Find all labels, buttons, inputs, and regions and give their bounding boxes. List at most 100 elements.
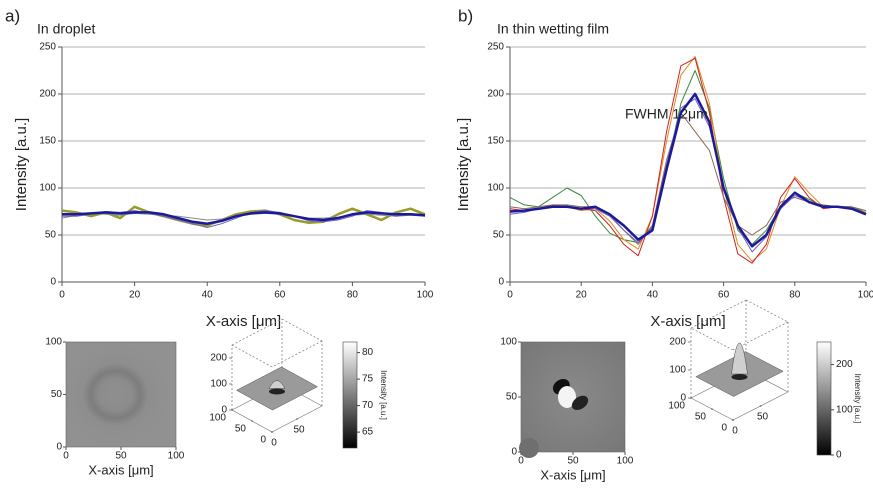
x-axis-label: X-axis [μm] bbox=[88, 462, 153, 477]
y-tick-label: 0 bbox=[732, 426, 738, 437]
x-tick-label: 40 bbox=[202, 290, 214, 301]
y-axis-label: Intensity [a.u.] bbox=[13, 118, 30, 211]
y-tick-label: 100 bbox=[500, 337, 517, 348]
colorbar bbox=[816, 341, 832, 456]
colorbar-tick-label: 100 bbox=[836, 404, 853, 415]
y-tick-label: 0 bbox=[511, 447, 517, 458]
colorbar-tick-label: 80 bbox=[362, 347, 374, 358]
surface-feature bbox=[268, 380, 286, 389]
colorbar-tick-label: 200 bbox=[836, 359, 853, 370]
x-tick-label: 50 bbox=[567, 456, 579, 467]
data-line bbox=[509, 92, 867, 248]
colorbar-tick-label: 75 bbox=[362, 374, 374, 385]
x-tick-label: 40 bbox=[647, 290, 659, 301]
x-tick-label: 0 bbox=[518, 456, 524, 467]
panel-label: b) bbox=[458, 6, 473, 25]
chart-title: In thin wetting film bbox=[497, 21, 609, 37]
data-line bbox=[62, 211, 426, 225]
data-line bbox=[61, 205, 426, 227]
y-tick-label: 0 bbox=[50, 277, 56, 288]
box-edge bbox=[271, 340, 323, 368]
x-tick-label: 60 bbox=[718, 290, 730, 301]
x-tick-label: 100 bbox=[617, 456, 634, 467]
colorbar-tick-label: 70 bbox=[362, 400, 374, 411]
x-tick bbox=[231, 409, 233, 411]
box-edge bbox=[231, 318, 283, 346]
y-tick-label: 200 bbox=[39, 89, 56, 100]
y-tick-label: 250 bbox=[39, 42, 56, 53]
x-tick-label: 0 bbox=[260, 435, 266, 446]
x-tick-label: 100 bbox=[168, 451, 185, 462]
box-edge bbox=[281, 318, 323, 342]
y-tick-label: 250 bbox=[487, 42, 504, 53]
y-tick-label: 100 bbox=[45, 337, 62, 348]
colorbar-tick-label: 65 bbox=[362, 427, 374, 438]
x-tick-label: 100 bbox=[668, 401, 685, 412]
x-tick-label: 0 bbox=[59, 290, 65, 301]
y-tick-label: 0 bbox=[498, 277, 504, 288]
data-line bbox=[509, 57, 867, 264]
x-axis-label: X-axis [μm] bbox=[540, 467, 605, 482]
y-tick-label: 50 bbox=[51, 389, 63, 400]
y-tick-label: 200 bbox=[487, 89, 504, 100]
panel-label: a) bbox=[5, 6, 20, 25]
y-tick-label: 0 bbox=[271, 438, 277, 449]
x-tick-label: 20 bbox=[129, 290, 141, 301]
y-tick-label: 50 bbox=[493, 230, 505, 241]
z-tick-label: 100 bbox=[210, 379, 227, 390]
y-tick bbox=[732, 419, 734, 421]
annotation: FWHM 12μm bbox=[625, 106, 708, 122]
x-tick-label: 0 bbox=[507, 290, 513, 301]
x-tick-label: 0 bbox=[721, 423, 727, 434]
colorbar bbox=[342, 341, 358, 449]
z-tick-label: 0 bbox=[221, 405, 227, 416]
y-tick bbox=[296, 418, 298, 420]
x-axis-label: X-axis [μm] bbox=[650, 313, 725, 330]
x-tick-label: 50 bbox=[115, 451, 127, 462]
y-axis-label: Intensity [a.u.] bbox=[455, 118, 472, 211]
z-tick-label: 100 bbox=[669, 365, 686, 376]
y-tick-label: 50 bbox=[506, 392, 518, 403]
y-tick-label: 0 bbox=[56, 442, 62, 453]
y-tick bbox=[759, 405, 762, 407]
x-tick-label: 100 bbox=[858, 290, 873, 301]
x-axis-label: X-axis [μm] bbox=[206, 313, 281, 330]
x-tick-label: 60 bbox=[274, 290, 286, 301]
y-tick-label: 150 bbox=[39, 136, 56, 147]
image-feature bbox=[571, 395, 589, 411]
y-tick-label: 50 bbox=[45, 230, 57, 241]
x-tick-label: 100 bbox=[209, 413, 226, 424]
x-tick-label: 80 bbox=[789, 290, 801, 301]
z-tick-label: 200 bbox=[669, 337, 686, 348]
x-tick bbox=[711, 408, 713, 410]
y-tick-label: 100 bbox=[39, 183, 56, 194]
colorbar-label: Intensity [a.u.] bbox=[379, 370, 388, 420]
image-feature bbox=[558, 386, 576, 408]
y-tick-label: 150 bbox=[487, 136, 504, 147]
y-tick-label: 50 bbox=[757, 412, 769, 423]
z-tick-label: 200 bbox=[210, 353, 227, 364]
box-edge bbox=[231, 344, 273, 368]
image bbox=[65, 341, 177, 448]
image-feature bbox=[519, 438, 539, 458]
box-edge bbox=[690, 327, 734, 351]
colorbar-label: Intensity [a.u.] bbox=[853, 374, 862, 424]
data-line bbox=[509, 112, 867, 245]
x-tick bbox=[251, 420, 253, 422]
surface-feature bbox=[731, 342, 748, 375]
x-tick-label: 80 bbox=[347, 290, 359, 301]
colorbar-tick-label: 0 bbox=[836, 450, 842, 461]
y-tick-label: 100 bbox=[487, 183, 504, 194]
box-edge bbox=[745, 299, 789, 323]
x-tick-label: 20 bbox=[576, 290, 588, 301]
z-tick-label: 0 bbox=[680, 393, 686, 404]
data-line bbox=[509, 70, 867, 245]
x-tick-label: 0 bbox=[63, 451, 69, 462]
surface-feature bbox=[731, 374, 748, 380]
surface-feature bbox=[269, 388, 285, 395]
chart-title: In droplet bbox=[37, 21, 95, 37]
y-tick-label: 50 bbox=[293, 425, 305, 436]
x-tick bbox=[690, 397, 692, 399]
x-tick-label: 50 bbox=[695, 412, 707, 423]
